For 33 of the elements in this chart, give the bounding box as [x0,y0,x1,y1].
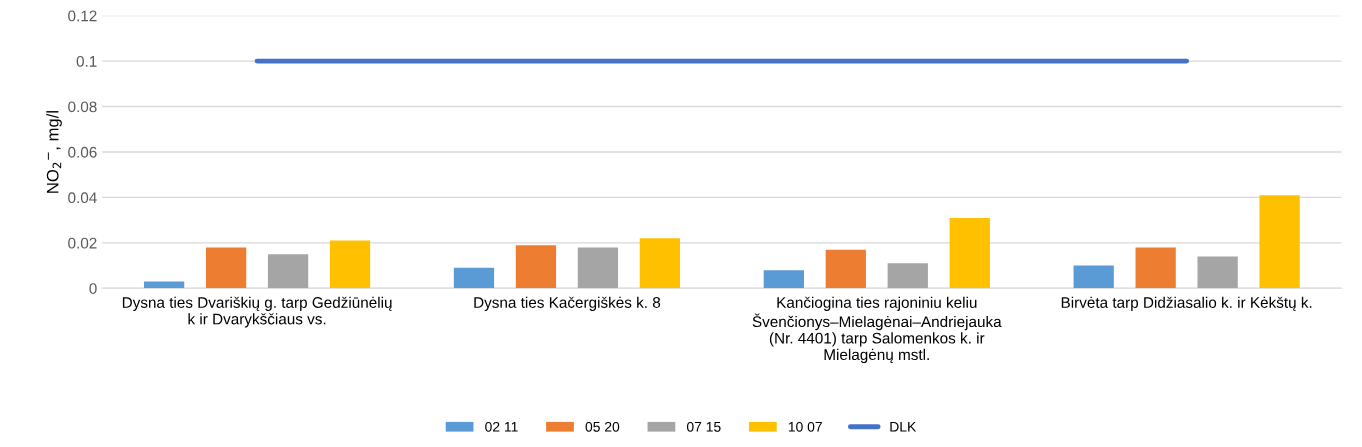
bar [329,240,371,289]
legend-label: 07 15 [686,421,721,432]
bar [515,245,557,289]
bar [143,281,185,289]
bar [453,267,495,289]
bar [1135,247,1176,289]
bar [825,249,866,289]
x-tick-label: Dysna ties Dvariškių g. tarp Gedžiūnėlių k ir Dvarykščiaus vs. [122,296,392,328]
x-tick-label: Birvėta tarp Didžiasalio k. ir Kėkštų k. [1061,296,1312,311]
bar [763,270,804,289]
y-tick-label: 0.04 [68,192,97,204]
y-tick-label: 0.12 [68,10,97,22]
y-axis-title: NO$_{2}$$^{−}$, mg/l [46,111,62,193]
bar [639,238,681,289]
bar [577,247,619,289]
legend-label: 10 07 [788,421,822,432]
y-tick-label: 0.08 [68,101,97,113]
y-tick-label: 0.02 [68,237,97,249]
y-tick-label: 0.06 [68,146,97,158]
bar [267,254,309,289]
bar [1073,265,1114,289]
legend-label: 02 11 [485,421,518,432]
x-tick-label: Kančiogina ties rajoniniu keliu Švenčionys–Mielagėnai–Andriejauka (Nr. 4401) tarp Salomenkos k. ir Mielagėnų mstl. [752,296,1002,364]
bar [1197,256,1238,289]
x-tick-label: Dysna ties Kačergiškės k. 8 [474,296,661,311]
y-tick-label: 0 [89,283,97,294]
bar [949,217,990,289]
legend-label: 05 20 [585,421,620,432]
y-tick-label: 0.1 [76,55,97,67]
legend-label: DLK [890,422,917,432]
bar [887,263,928,289]
bar [1259,195,1300,289]
bar [205,247,247,289]
